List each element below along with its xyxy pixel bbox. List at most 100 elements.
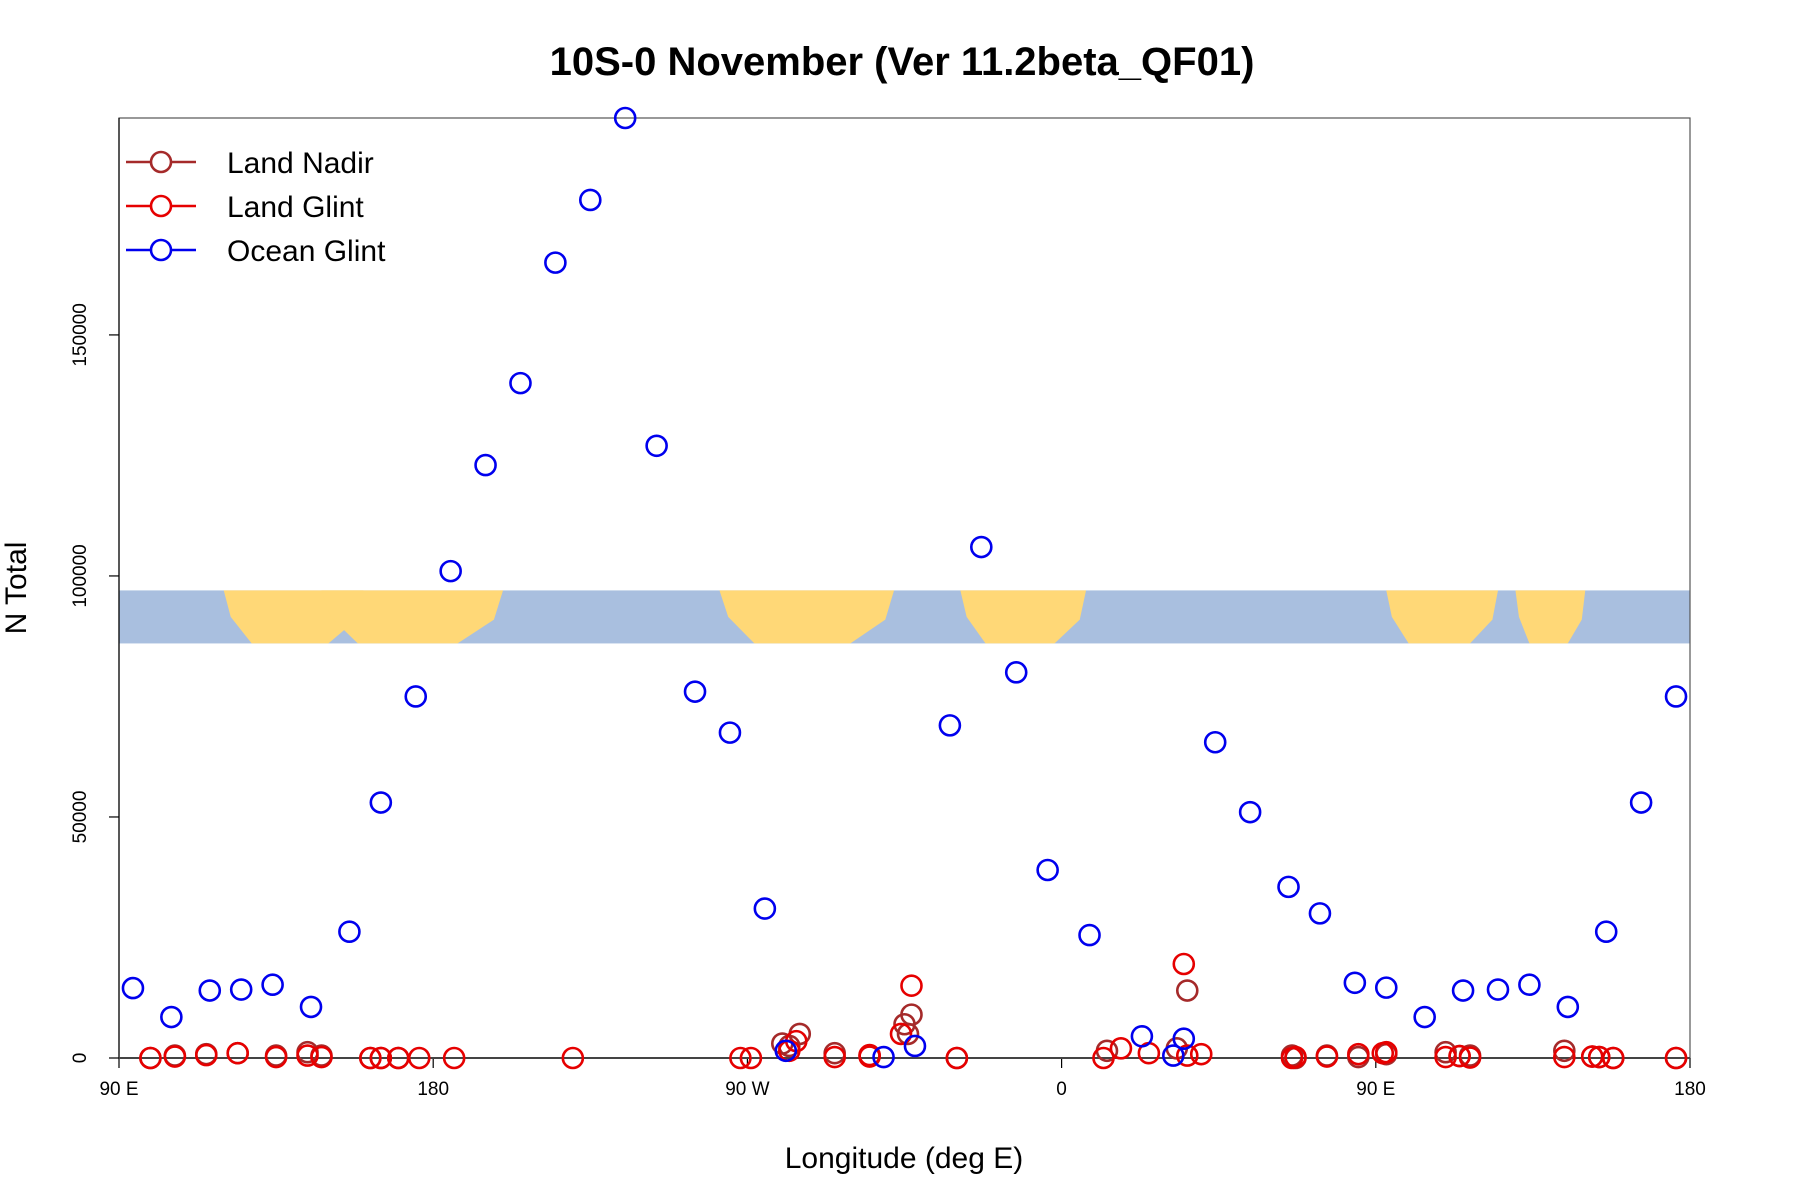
data-point — [1078, 923, 1101, 947]
data-point — [310, 1045, 333, 1069]
data-point — [1238, 800, 1262, 824]
data-point — [121, 976, 145, 1000]
data-point — [296, 1044, 319, 1067]
legend-marker — [149, 238, 173, 262]
data-point — [1175, 979, 1199, 1002]
data-point — [1092, 1046, 1115, 1070]
data-point — [1036, 858, 1059, 882]
x-tick-label: 180 — [1674, 1079, 1706, 1100]
legend-item: Land Nadir — [126, 147, 374, 180]
data-point — [229, 978, 253, 1001]
data-point — [1175, 1044, 1199, 1067]
data-point — [718, 721, 742, 744]
data-point — [645, 434, 668, 458]
data-point — [338, 920, 361, 944]
data-point — [160, 1005, 183, 1029]
y-axis: 0 50000 100000 150000 — [70, 118, 120, 1064]
data-point — [369, 791, 393, 814]
data-point — [1172, 952, 1196, 976]
data-point — [613, 106, 637, 130]
data-point — [561, 1046, 585, 1070]
map-land-3 — [960, 590, 1087, 644]
data-point — [1413, 1005, 1436, 1029]
data-point — [823, 1045, 846, 1069]
data-point — [404, 685, 428, 708]
legend-marker — [149, 194, 173, 218]
y-tick-label: 0 — [70, 1053, 91, 1064]
data-point — [509, 371, 532, 395]
x-tick-label: 180 — [417, 1079, 449, 1100]
data-point — [889, 1022, 913, 1046]
data-point — [900, 1003, 923, 1026]
map-land-5 — [1515, 590, 1586, 644]
map-land-4 — [1386, 590, 1498, 644]
data-point — [1277, 875, 1300, 899]
map-strip — [119, 590, 1690, 644]
data-point — [1374, 976, 1398, 999]
legend-item: Ocean Glint — [126, 235, 386, 268]
data-point — [1343, 971, 1367, 995]
data-point — [1162, 1044, 1185, 1067]
data-point — [938, 714, 962, 737]
data-point — [299, 995, 323, 1019]
data-point — [544, 251, 567, 274]
data-point — [1664, 685, 1688, 708]
legend-label: Land Nadir — [227, 147, 374, 180]
data-point — [1518, 973, 1541, 997]
data-point — [1556, 995, 1580, 1019]
data-point — [1587, 1045, 1611, 1069]
data-point — [226, 1041, 249, 1065]
legend-label: Land Glint — [227, 191, 364, 224]
data-point — [442, 1046, 466, 1070]
data-point — [359, 1046, 382, 1070]
legend-marker — [149, 150, 173, 174]
data-point — [1172, 1027, 1196, 1051]
data-point — [1315, 1045, 1339, 1068]
legend-label: Ocean Glint — [227, 235, 386, 268]
data-point — [1451, 979, 1475, 1002]
data-point — [264, 1045, 288, 1069]
y-tick-label: 100000 — [70, 544, 91, 607]
data-point — [1486, 978, 1510, 1001]
y-tick-label: 150000 — [70, 303, 91, 366]
data-point — [1664, 1046, 1688, 1070]
data-point — [774, 1039, 798, 1063]
data-points — [119, 106, 1690, 1070]
map-land-2 — [719, 590, 895, 644]
data-point — [1434, 1045, 1457, 1069]
data-point — [139, 1046, 162, 1070]
data-point — [407, 1046, 431, 1070]
map-land-1 — [321, 590, 504, 644]
data-point — [858, 1045, 881, 1068]
y-axis-label: N Total — [0, 542, 33, 635]
data-point — [1374, 1040, 1398, 1064]
data-point — [1004, 661, 1028, 684]
data-point — [970, 535, 993, 559]
x-tick-label: 90 W — [725, 1079, 769, 1100]
data-point — [1448, 1044, 1471, 1068]
data-point — [753, 897, 777, 920]
data-point — [945, 1046, 969, 1070]
series-ocean-glint — [121, 106, 1688, 1069]
data-point — [194, 1043, 218, 1067]
x-axis-label: Longitude (deg E) — [785, 1142, 1024, 1175]
y-tick-label: 50000 — [70, 791, 91, 844]
data-point — [474, 453, 497, 477]
data-point — [1130, 1025, 1154, 1048]
legend-item: Land Glint — [126, 191, 364, 224]
x-tick-label: 90 E — [99, 1079, 138, 1100]
x-tick-label: 90 E — [1356, 1079, 1395, 1100]
data-point — [1203, 730, 1227, 754]
data-point — [1601, 1046, 1625, 1070]
data-point — [683, 680, 707, 703]
data-point — [1434, 1040, 1457, 1064]
data-point — [1308, 902, 1332, 925]
data-point — [1594, 920, 1618, 944]
data-point — [261, 973, 284, 997]
series-land-glint — [139, 952, 1688, 1070]
data-point — [439, 559, 462, 583]
data-point — [739, 1046, 763, 1070]
data-point — [578, 188, 602, 212]
data-point — [1109, 1037, 1133, 1060]
